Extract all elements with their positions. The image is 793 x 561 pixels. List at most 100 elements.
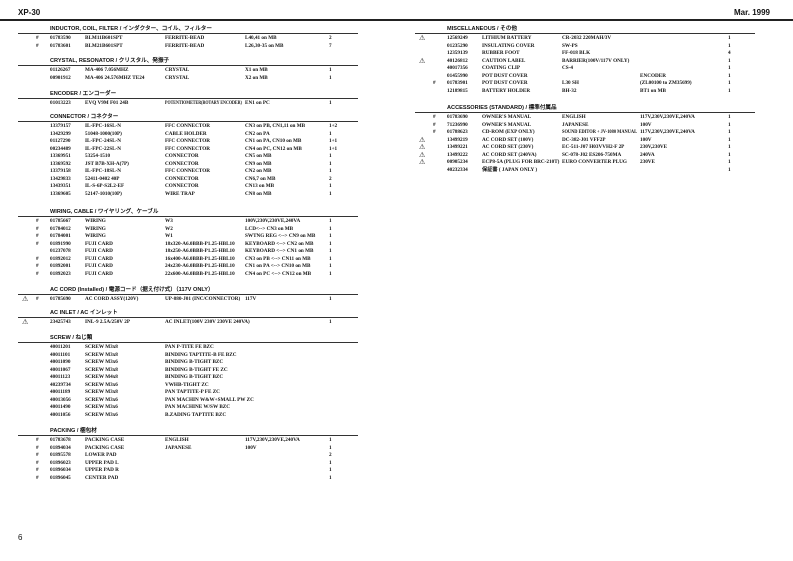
table-row: #01892023 FUJI CARD 22x600-A6.0BBB-P1.25-H…: [18, 271, 358, 279]
quantity: 1: [329, 444, 332, 451]
description: IL-S-6P-S2L2-EF: [85, 183, 125, 190]
quantity: 1: [728, 121, 731, 128]
new-part-mark: #: [36, 459, 39, 466]
specification: JAPANESE: [562, 121, 589, 128]
part-number: 23425743: [50, 319, 71, 325]
parts-section: CRYSTAL, RESONATOR / クリスタル、発振子 01126267 MA…: [18, 58, 358, 82]
quantity: 1: [329, 459, 332, 466]
part-number: 00234489: [50, 145, 71, 152]
table-row: 13369592 JST B7B-XH-A(7P) CONNECTOR CN9 on …: [18, 161, 358, 169]
description: UPPER PAD R: [85, 467, 119, 474]
specification: 22x600-A6.0BBB-P1.25-HBL10: [165, 270, 235, 277]
location: CN6,7 on MB: [245, 175, 276, 182]
warning-icon: ⚠: [419, 34, 426, 42]
parts-section: INDUCTOR, COIL, FILTER / インダクター、コイル、フィルタ…: [18, 26, 358, 50]
specification: FFC CONNECTOR: [165, 168, 211, 175]
section-title: SCREW / ねじ類: [50, 335, 93, 341]
new-part-mark: #: [36, 296, 39, 302]
new-part-mark: #: [36, 233, 39, 240]
table-row: #01783690 OWNER'S MANUAL ENGLISH 117V,230V,…: [415, 114, 755, 122]
quantity: 1: [329, 319, 332, 325]
specification: EURO CONVERTER PLUG: [562, 159, 627, 166]
specification: FFC CONNECTOR: [165, 138, 211, 145]
part-number: 01788623: [447, 129, 468, 136]
description: PACKING CASE: [85, 444, 125, 451]
location: CN1 on PA <--> CN10 on MB: [245, 263, 311, 270]
table-row: #01891990 FUJI CARD 18x320-A6.0BBB-P1.25-H…: [18, 241, 358, 249]
description: MA-406 24.576MHZ TE24: [85, 74, 145, 81]
warning-icon: ⚠: [419, 150, 426, 159]
part-number: 13499219: [447, 136, 468, 143]
location: CN5 on MB: [245, 153, 272, 160]
table-row: #01896023 UPPER PAD L 1: [18, 460, 358, 468]
warning-icon: ⚠: [419, 143, 426, 152]
quantity: 1: [728, 159, 731, 166]
section-rule: [18, 342, 358, 343]
quantity: 1+1: [329, 138, 338, 145]
specification: PAN MACHINE W/SW BZC: [165, 404, 230, 411]
part-number: 01127290: [50, 138, 71, 145]
description: BATTERY HOLDER: [482, 87, 531, 94]
specification: PAN TAPTITE-P FE ZC: [165, 389, 220, 396]
specification: VWHB-TIGHT ZC: [165, 381, 209, 388]
description: CENTER PAD: [85, 474, 119, 481]
location: BT1 on MB: [640, 87, 666, 94]
description: AC CORD SET (230V): [482, 144, 534, 151]
part-number: 12359139: [447, 50, 468, 57]
location: EN1 on PC: [245, 100, 270, 106]
table-row: 40011101 SCREW M3x8 BINDING TAPTITE-B FE B…: [18, 352, 358, 360]
table-row: 01455990 POT DUST COVER ENCODER 1: [415, 73, 755, 81]
description: IL-FPC-24SL-N: [85, 138, 122, 145]
location: CN1 on PA, CN10 on MB: [245, 138, 302, 145]
description: COATING CLIP: [482, 65, 521, 72]
table-row: ⚠ 00905234 ECP8-5A (PLUG FOR BRC-210T) EURO…: [415, 159, 755, 167]
table-row: 13369951 53254-1510 CONNECTOR CN5 on MB 1: [18, 153, 358, 161]
quantity: 1: [329, 168, 332, 175]
description: SCREW M3x6: [85, 381, 118, 388]
part-number: 40011123: [50, 374, 71, 381]
table-row: #01894034 PACKING CASE JAPANESE 100V 1: [18, 445, 358, 453]
description: IL-FPC-22SL-N: [85, 145, 122, 152]
quantity: 1+1: [329, 145, 338, 152]
new-part-mark: #: [36, 444, 39, 451]
part-number: 40232334: [447, 166, 468, 173]
description: JST B7B-XH-A(7P): [85, 160, 129, 167]
description: LITHIUM BATTERY: [482, 35, 532, 41]
specification: 16x400-A6.0BBB-P1.25-HBL10: [165, 255, 235, 262]
section-rule: [18, 317, 358, 318]
part-number: 13439351: [50, 183, 71, 190]
part-number: 40011490: [50, 404, 71, 411]
location: ENCODER: [640, 72, 666, 79]
specification: W3: [165, 218, 173, 224]
quantity: 1: [728, 87, 731, 94]
specification: PAN MACHIN W&W+SMALL PW ZC: [165, 396, 254, 403]
specification: W1: [165, 233, 173, 240]
description: FUJI CARD: [85, 248, 113, 255]
parts-section: WIRING, CABLE / ワイヤリング、ケーブル #01785667 WIRI…: [18, 209, 358, 278]
specification: CONNECTOR: [165, 160, 199, 167]
description: FUJI CARD: [85, 240, 113, 247]
quantity: 1: [728, 80, 731, 87]
description: OWNER'S MANUAL: [482, 114, 532, 120]
section-title: CRYSTAL, RESONATOR / クリスタル、発振子: [50, 58, 170, 64]
part-number: 01783590: [50, 35, 71, 41]
specification: SC-078-J02 ES206-750MA: [562, 151, 622, 158]
specification: FERRITE-BEAD: [165, 42, 205, 49]
quantity: 1: [728, 65, 731, 72]
location: CN9 on MB: [245, 160, 272, 167]
specification: BINDING B-TIGHT BZC: [165, 374, 224, 381]
section-rule: [18, 98, 358, 99]
specification: B.ZADING TAPTITE BZC: [165, 411, 227, 418]
part-number: 01895578: [50, 452, 71, 459]
part-number: 13379158: [50, 168, 71, 175]
part-number: 12569249: [447, 35, 468, 41]
quantity: 1: [329, 474, 332, 481]
quantity: 1: [329, 240, 332, 247]
table-row: 01126267 MA-406 7.056MHZ CRYSTAL X1 on MB 1: [18, 67, 358, 75]
description: RUBBER FOOT: [482, 50, 520, 57]
warning-icon: ⚠: [419, 158, 426, 167]
warning-icon: ⚠: [22, 295, 29, 303]
table-row: #01896034 UPPER PAD R 1: [18, 467, 358, 475]
header-rule: [0, 19, 793, 21]
section-title: AC INLET / AC インレット: [50, 310, 118, 316]
